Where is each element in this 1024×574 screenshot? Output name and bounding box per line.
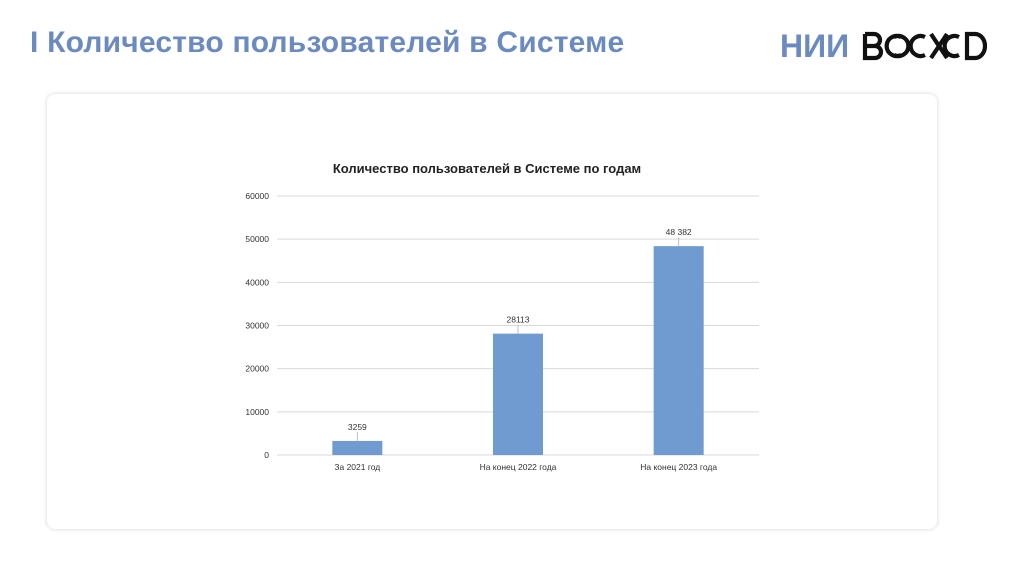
y-tick-label: 0 xyxy=(264,450,269,460)
x-category-label: На конец 2022 года xyxy=(480,462,557,472)
logo-wordmark-icon xyxy=(863,31,988,61)
data-label: 3259 xyxy=(348,422,367,432)
y-tick-label: 30000 xyxy=(245,321,269,331)
logo-prefix: НИИ xyxy=(780,28,850,64)
logo: НИИ xyxy=(780,26,988,66)
bar xyxy=(332,440,383,455)
y-tick-label: 20000 xyxy=(245,364,269,374)
x-axis-categories: За 2021 год На конец 2022 года На конец 20… xyxy=(334,462,717,472)
y-tick-label: 60000 xyxy=(245,191,269,201)
data-label: 48 382 xyxy=(666,227,692,237)
y-tick-label: 40000 xyxy=(245,277,269,287)
bar xyxy=(493,333,543,455)
bars xyxy=(332,246,704,455)
bar-chart: Количество пользователей в Системе по го… xyxy=(245,161,759,472)
data-label: 28113 xyxy=(506,315,529,325)
chart-card: Количество пользователей в Системе по го… xyxy=(47,94,937,529)
y-tick-label: 50000 xyxy=(245,234,269,244)
y-axis-ticks: 0 10000 20000 30000 40000 50000 60000 xyxy=(245,191,269,460)
x-category-label: За 2021 год xyxy=(334,462,380,472)
bar xyxy=(653,246,704,455)
x-category-label: На конец 2023 года xyxy=(640,462,717,472)
data-labels: 3259 28113 48 382 xyxy=(348,227,692,441)
slide-title: І Количество пользователей в Системе xyxy=(30,26,625,59)
chart-title: Количество пользователей в Системе по го… xyxy=(333,161,641,176)
y-tick-label: 10000 xyxy=(245,407,269,417)
